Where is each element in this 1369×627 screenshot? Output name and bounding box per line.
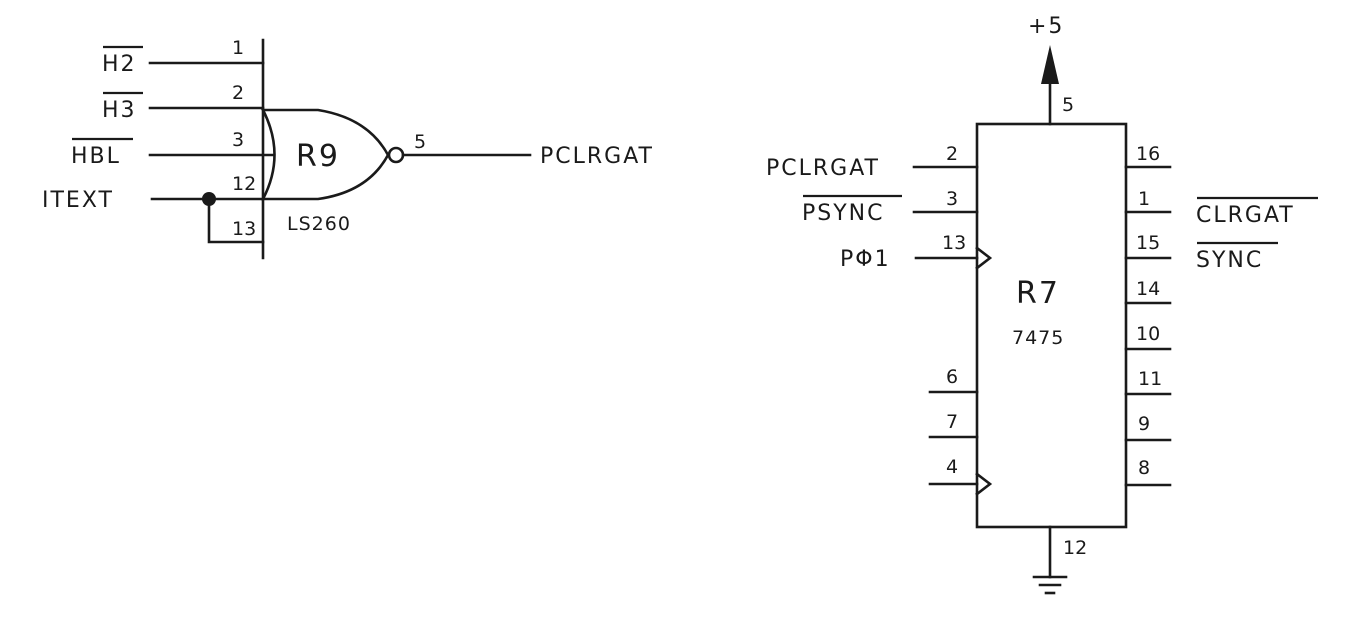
pin-number: 16 <box>1136 143 1160 165</box>
pin-signal: PΦ1 <box>840 247 891 272</box>
pin-signal: CLRGAT <box>1196 203 1295 228</box>
r7-left-pin-3: 3 PSYNC <box>802 188 979 226</box>
r9-input-signal: HBL <box>71 144 121 169</box>
r9-ref: R9 <box>296 139 340 174</box>
r9-pin-number: 12 <box>232 173 256 195</box>
gate-r9: 5 PCLRGAT R9 LS260 1 H2 2 H3 3 HBL <box>42 37 654 260</box>
clock-input-icon <box>975 246 993 270</box>
pin-signal: PSYNC <box>802 201 885 226</box>
r9-input-pin-12: 12 ITEXT <box>42 173 265 213</box>
r9-pin-number: 1 <box>232 37 244 59</box>
r7-right-pin-9: 9 <box>1124 413 1172 442</box>
pin-signal: PCLRGAT <box>766 156 880 181</box>
r7-ref: R7 <box>1016 276 1060 311</box>
r9-tie-wire <box>207 197 265 244</box>
r9-input-pin-13: 13 <box>207 197 265 244</box>
r9-input-signal: H3 <box>102 98 137 123</box>
r9-inversion-bubble <box>387 146 405 164</box>
r9-output-pin: 5 <box>414 131 426 153</box>
r7-ground: 12 <box>1032 525 1087 595</box>
pin-number: 11 <box>1138 368 1162 390</box>
r9-nor-body <box>260 108 390 201</box>
pin-number: 1 <box>1138 188 1150 210</box>
r7-power: +5 5 <box>1028 14 1074 126</box>
pin-number: 9 <box>1138 413 1150 435</box>
r7-part: 7475 <box>1012 327 1064 349</box>
power-label: +5 <box>1028 14 1064 39</box>
pin-signal: SYNC <box>1196 248 1263 273</box>
r7-left-pin-6: 6 <box>928 366 979 394</box>
r7-right-pin-10: 10 <box>1124 323 1172 351</box>
pin-number: 10 <box>1136 323 1160 345</box>
pin-number: 7 <box>946 411 958 433</box>
pin-number: 8 <box>1138 457 1150 479</box>
r7-left-pin-4: 4 <box>928 456 993 496</box>
r9-input-signal: H2 <box>102 52 137 77</box>
r7-right-pin-16: 16 <box>1124 143 1172 169</box>
r9-input-signal: ITEXT <box>42 188 114 213</box>
r9-pin-number: 13 <box>232 218 256 240</box>
r9-input-pin-3: 3 HBL <box>71 129 276 169</box>
power-pin: 5 <box>1062 94 1074 116</box>
pin-number: 3 <box>946 188 958 210</box>
r7-left-pin-7: 7 <box>928 411 979 439</box>
r9-pin-number: 3 <box>232 129 244 151</box>
pin-number: 2 <box>946 143 958 165</box>
r9-input-pin-1: 1 H2 <box>102 37 265 77</box>
r7-body <box>975 122 1128 529</box>
ground-pin: 12 <box>1063 537 1087 559</box>
r7-left-pin-2: 2 PCLRGAT <box>766 143 979 181</box>
r7-left-pin-13: 13 PΦ1 <box>840 232 993 272</box>
r7-right-pin-1: 1 CLRGAT <box>1124 188 1318 228</box>
pin-number: 6 <box>946 366 958 388</box>
r7-right-pin-14: 14 <box>1124 278 1172 305</box>
power-arrow-icon <box>1041 45 1059 84</box>
clock-input-icon <box>975 472 993 496</box>
r7-right-pin-15: 15 SYNC <box>1124 232 1278 273</box>
r9-pin-number: 2 <box>232 82 244 104</box>
pin-number: 4 <box>946 456 958 478</box>
r9-input-pin-2: 2 H3 <box>102 82 265 123</box>
r9-output-signal: PCLRGAT <box>540 144 654 169</box>
r7-right-pin-11: 11 <box>1124 368 1172 396</box>
r9-part: LS260 <box>287 213 351 235</box>
pin-number: 15 <box>1136 232 1160 254</box>
chip-r7: R7 7475 +5 5 12 2 PCLRGAT 3 PSYNC <box>766 14 1318 595</box>
pin-number: 13 <box>942 232 966 254</box>
pin-number: 14 <box>1136 278 1160 300</box>
r7-right-pin-8: 8 <box>1124 457 1172 487</box>
